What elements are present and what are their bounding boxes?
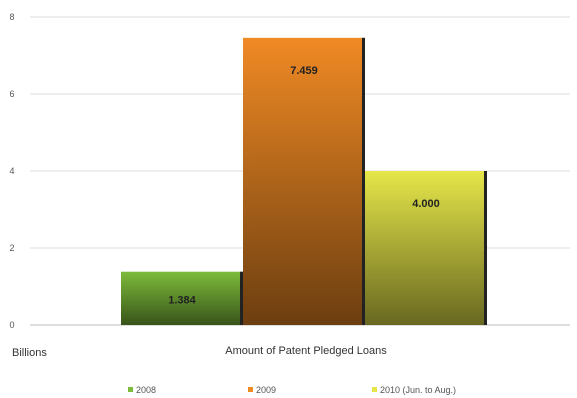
bar-2008 (121, 271, 243, 325)
legend-swatch (128, 387, 133, 392)
y-tick-label: 0 (9, 320, 14, 330)
y-tick-label: 2 (9, 243, 14, 253)
bar-edge (240, 271, 243, 325)
bars (121, 37, 487, 326)
legend: 2008 2009 2010 (Jun. to Aug.) (128, 385, 456, 395)
legend-swatch (372, 387, 377, 392)
y-tick-label: 4 (9, 166, 14, 176)
bar-2009 (243, 37, 365, 326)
y-tick-label: 8 (9, 12, 14, 22)
legend-swatch (248, 387, 253, 392)
y-tick-label: 6 (9, 89, 14, 99)
data-labels: 1.384 7.459 4.000 (168, 65, 440, 307)
legend-label: 2010 (Jun. to Aug.) (380, 385, 456, 395)
legend-label: 2008 (136, 385, 156, 395)
x-axis-label: Amount of Patent Pledged Loans (225, 345, 387, 357)
y-axis-label: Billions (12, 347, 47, 359)
bar-2010-jun-to-aug- (365, 171, 487, 325)
data-label: 4.000 (412, 198, 440, 210)
bar-edge (484, 171, 487, 325)
data-label: 7.459 (290, 65, 318, 77)
data-label: 1.384 (168, 295, 196, 307)
bar-edge (362, 37, 365, 326)
y-axis-ticks: 0 2 4 6 8 (9, 12, 14, 330)
legend-label: 2009 (256, 385, 276, 395)
